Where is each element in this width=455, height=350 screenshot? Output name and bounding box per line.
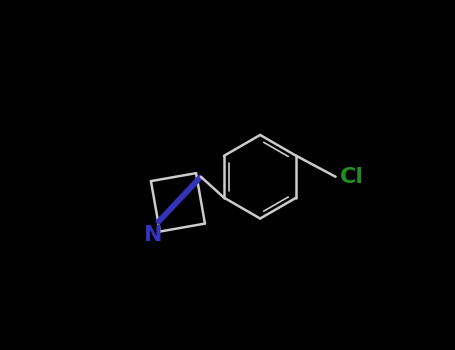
Text: Cl: Cl [339, 167, 364, 187]
Text: N: N [144, 225, 163, 245]
